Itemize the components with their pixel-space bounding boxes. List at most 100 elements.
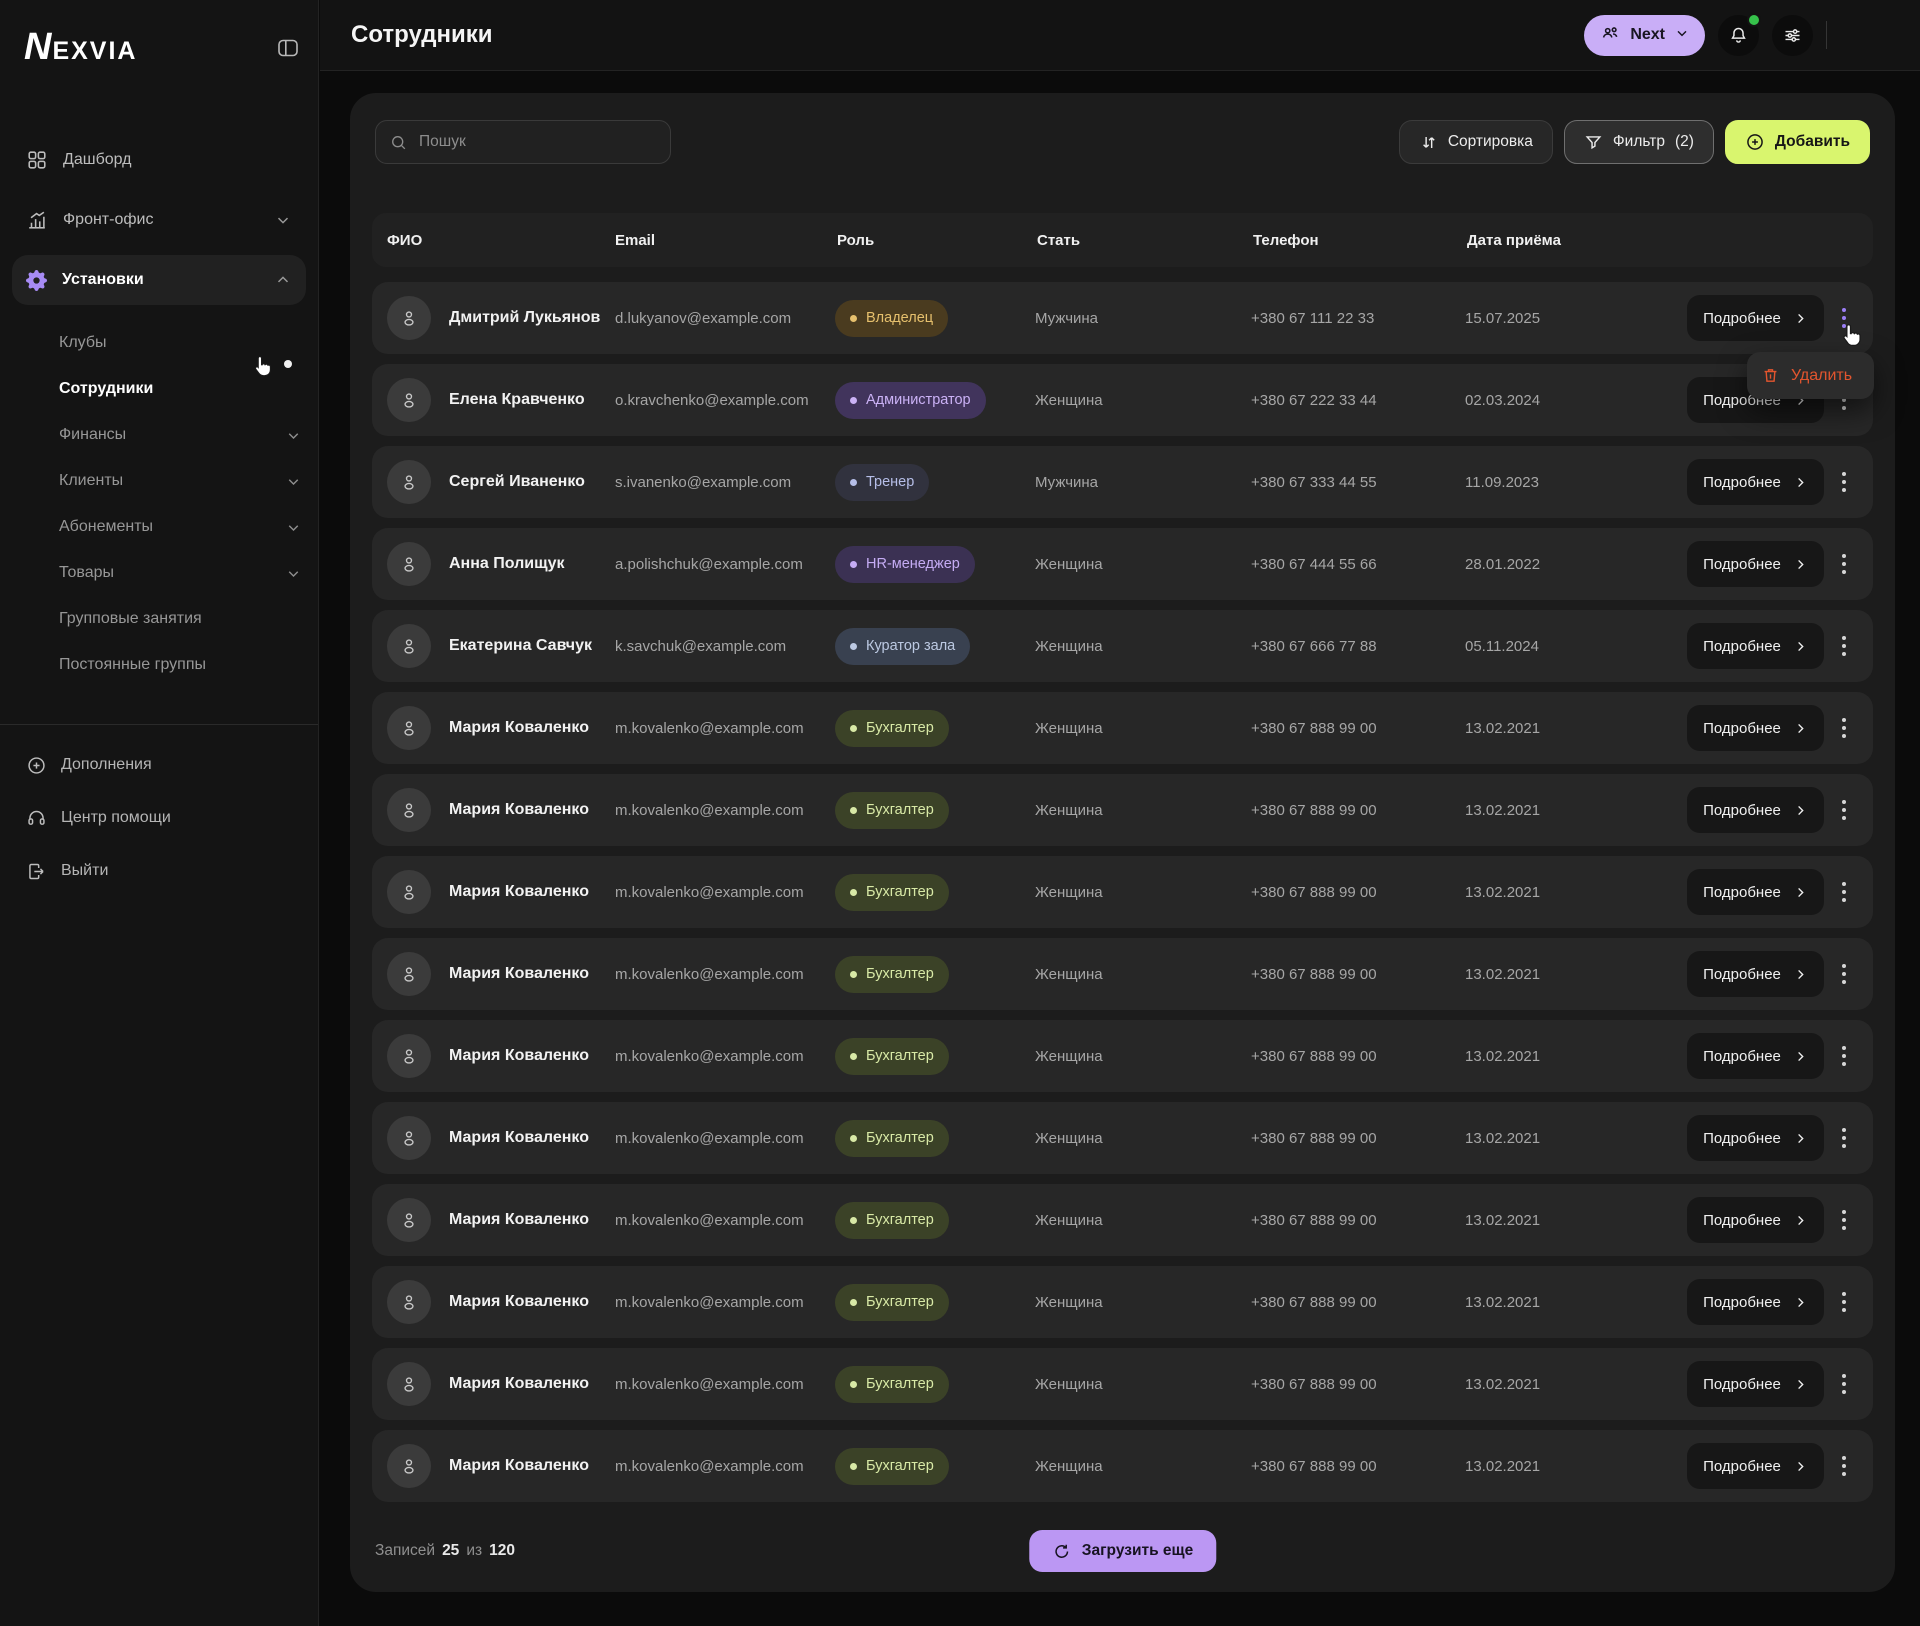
sidebar-bottom-nav: Дополнения Центр помощи Выйти <box>0 741 318 895</box>
badge-dot-icon <box>850 806 857 814</box>
sidebar-item-label: Центр помощи <box>61 809 171 826</box>
table-header: ФИО Email Роль Стать Телефон Дата приёма <box>372 213 1873 267</box>
role-badge: Бухгалтер <box>835 873 949 911</box>
topbar-divider <box>1826 21 1827 49</box>
submenu-item[interactable]: Сотрудники <box>47 366 304 412</box>
details-button[interactable]: Подробнее <box>1687 1033 1824 1079</box>
next-button[interactable]: Next <box>1584 14 1705 56</box>
sidebar-item-help-center[interactable]: Центр помощи <box>12 794 306 842</box>
search-input[interactable] <box>419 133 657 151</box>
person-icon <box>404 557 414 572</box>
employee-gender: Мужчина <box>1035 309 1099 327</box>
employee-name: Мария Коваленко <box>449 1047 589 1064</box>
person-icon <box>404 721 414 736</box>
submenu-item[interactable]: Абонементы <box>47 504 304 550</box>
details-button[interactable]: Подробнее <box>1687 541 1824 587</box>
kebab-menu-button[interactable] <box>1831 705 1857 751</box>
chevron-down-icon <box>285 565 304 582</box>
delete-menu-item[interactable]: Удалить <box>1791 366 1853 384</box>
load-more-button[interactable]: Загрузить еще <box>1028 1530 1217 1572</box>
details-button[interactable]: Подробнее <box>1687 705 1824 751</box>
kebab-menu-button[interactable] <box>1831 951 1857 997</box>
details-button[interactable]: Подробнее <box>1687 951 1824 997</box>
filter-button[interactable]: Фильтр (2) <box>1563 120 1714 164</box>
table-row: Екатерина Савчук k.savchuk@example.com К… <box>372 610 1873 682</box>
submenu-item-label: Сотрудники <box>59 380 154 397</box>
kebab-menu-button[interactable] <box>1831 1033 1857 1079</box>
sidebar-item-logout[interactable]: Выйти <box>12 847 306 895</box>
add-button-label: Добавить <box>1774 133 1850 150</box>
sidebar-item-label: Дополнения <box>61 756 152 773</box>
details-button[interactable]: Подробнее <box>1687 459 1824 505</box>
employee-name: Мария Коваленко <box>449 801 589 818</box>
page-title: Сотрудники <box>351 21 493 48</box>
search-icon <box>392 135 406 149</box>
row-avatar <box>387 378 431 422</box>
details-button[interactable]: Подробнее <box>1687 295 1824 341</box>
person-icon <box>404 1213 414 1228</box>
role-badge: Администратор <box>835 381 986 419</box>
kebab-menu-button[interactable] <box>1831 623 1857 669</box>
notifications-button[interactable] <box>1718 12 1761 56</box>
kebab-menu-button[interactable] <box>1831 1115 1857 1161</box>
details-button[interactable]: Подробнее <box>1687 1443 1824 1489</box>
details-button[interactable]: Подробнее <box>1687 1115 1824 1161</box>
table-row: Елена Кравченко o.kravchenko@example.com… <box>372 364 1873 436</box>
kebab-menu-button[interactable] <box>1831 541 1857 587</box>
user-avatar[interactable] <box>1840 10 1890 60</box>
employee-name: Мария Коваленко <box>449 883 589 900</box>
sidebar-item-dashboard[interactable]: Дашборд <box>12 135 306 185</box>
kebab-menu-button[interactable] <box>1831 1279 1857 1325</box>
submenu-item[interactable]: Товары <box>47 550 304 596</box>
role-badge: Бухгалтер <box>835 1037 949 1075</box>
employee-hire-date: 13.02.2021 <box>1465 883 1541 901</box>
badge-dot-icon <box>850 888 857 896</box>
employee-name: Мария Коваленко <box>449 965 589 982</box>
kebab-menu-button[interactable] <box>1831 1443 1857 1489</box>
kebab-menu-button[interactable] <box>1831 1361 1857 1407</box>
sidebar-item-addons[interactable]: Дополнения <box>12 741 306 789</box>
preferences-button[interactable] <box>1772 14 1813 56</box>
sidebar-collapse-icon[interactable] <box>276 36 300 60</box>
kebab-menu-button[interactable] <box>1831 295 1857 341</box>
employee-name: Елена Кравченко <box>449 391 585 408</box>
sidebar-item-front-office[interactable]: Фронт-офис <box>12 195 306 245</box>
details-button[interactable]: Подробнее <box>1687 1279 1824 1325</box>
employee-name: Екатерина Савчук <box>449 637 592 654</box>
submenu-item[interactable]: Групповые занятия <box>47 596 304 642</box>
details-button[interactable]: Подробнее <box>1687 1197 1824 1243</box>
employee-gender: Женщина <box>1035 1211 1103 1229</box>
details-button[interactable]: Подробнее <box>1687 869 1824 915</box>
submenu-item-label: Абонементы <box>59 518 154 535</box>
employee-hire-date: 13.02.2021 <box>1465 1293 1541 1311</box>
add-button[interactable]: Добавить <box>1724 120 1870 164</box>
kebab-menu-button[interactable] <box>1831 869 1857 915</box>
employee-phone: +380 67 222 33 44 <box>1251 391 1377 409</box>
kebab-menu-button[interactable] <box>1831 787 1857 833</box>
submenu-item[interactable]: Финансы <box>47 412 304 458</box>
employee-name: Мария Коваленко <box>449 1211 589 1228</box>
kebab-menu-button[interactable] <box>1831 459 1857 505</box>
column-header-hire-date: Дата приёма <box>1467 231 1561 249</box>
employee-email: a.polishchuk@example.com <box>615 555 803 573</box>
employee-phone: +380 67 888 99 00 <box>1251 883 1377 901</box>
employee-email: m.kovalenko@example.com <box>615 719 804 737</box>
plus-circle-icon <box>26 755 47 776</box>
sort-button[interactable]: Сортировка <box>1398 120 1553 164</box>
row-avatar <box>387 296 431 340</box>
employee-email: m.kovalenko@example.com <box>615 1211 804 1229</box>
details-button[interactable]: Подробнее <box>1687 623 1824 669</box>
employee-phone: +380 67 444 55 66 <box>1251 555 1377 573</box>
kebab-menu-button[interactable] <box>1831 1197 1857 1243</box>
employee-hire-date: 05.11.2024 <box>1465 637 1539 655</box>
row-avatar <box>387 1444 431 1488</box>
submenu-item[interactable]: Постоянные группы <box>47 642 304 688</box>
employee-phone: +380 67 333 44 55 <box>1251 473 1377 491</box>
employee-name: Мария Коваленко <box>449 1457 589 1474</box>
submenu-item[interactable]: Клубы <box>47 320 304 366</box>
submenu-item[interactable]: Клиенты <box>47 458 304 504</box>
sidebar-item-settings[interactable]: Установки <box>12 255 306 305</box>
details-button[interactable]: Подробнее <box>1687 787 1824 833</box>
table-row: Сергей Иваненко s.ivanenko@example.com Т… <box>372 446 1873 518</box>
details-button[interactable]: Подробнее <box>1687 1361 1824 1407</box>
